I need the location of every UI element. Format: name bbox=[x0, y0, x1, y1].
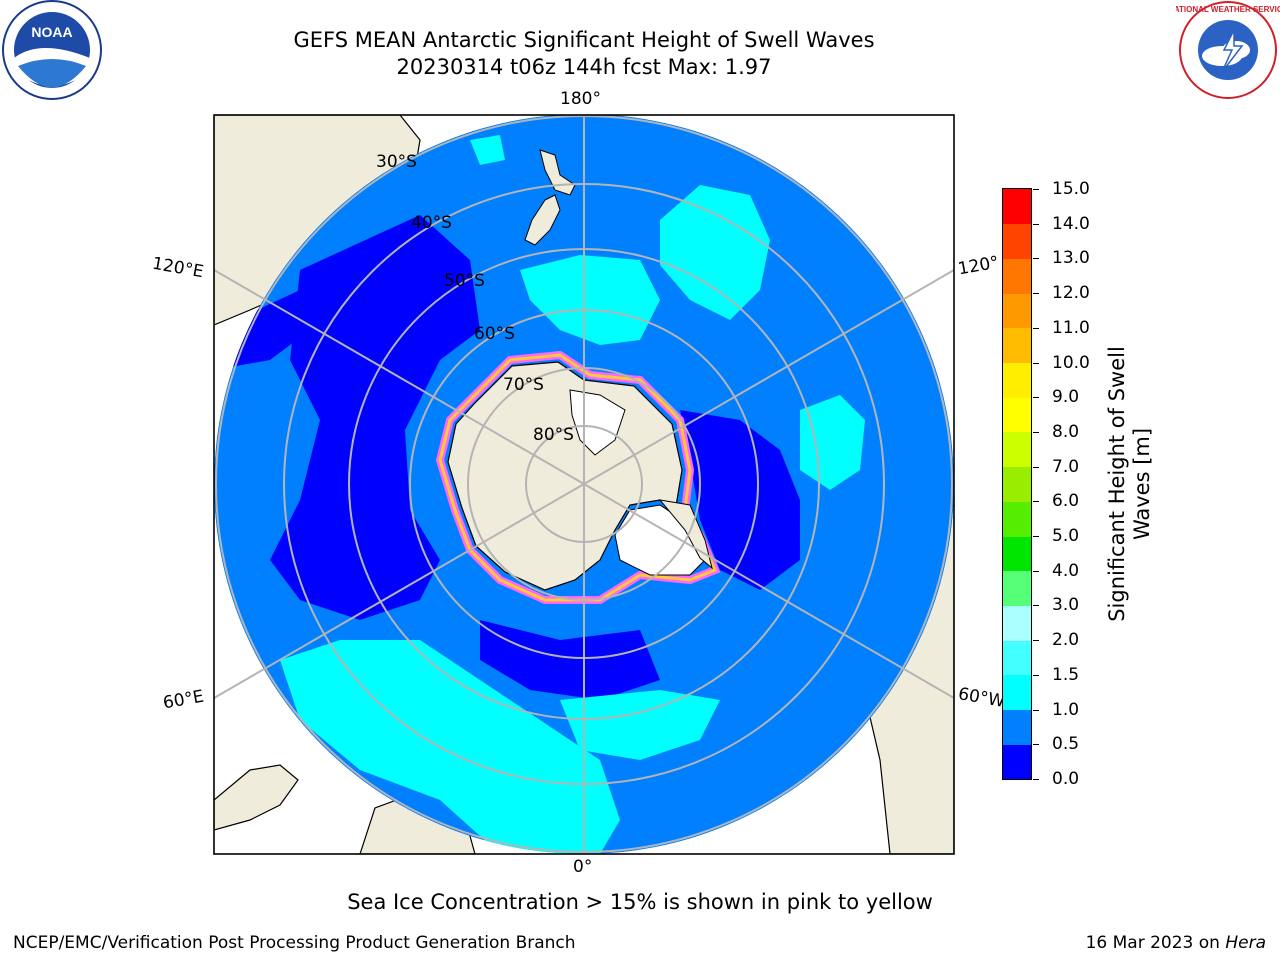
colorbar-segment bbox=[1003, 327, 1031, 364]
land-antarctica bbox=[447, 361, 683, 591]
colorbar-tick bbox=[1033, 744, 1039, 746]
colorbar bbox=[1002, 188, 1032, 780]
noaa-logo-icon: NOAA bbox=[2, 0, 102, 100]
date-prefix: 16 Mar 2023 on bbox=[1085, 933, 1226, 953]
low-swell-region-south bbox=[480, 620, 660, 700]
swell-region-pacific-north bbox=[660, 185, 770, 320]
colorbar-tick bbox=[1033, 605, 1039, 607]
colorbar-tick-label: 1.0 bbox=[1052, 699, 1080, 720]
colorbar-segment bbox=[1003, 640, 1031, 676]
colorbar-segment bbox=[1003, 501, 1031, 537]
swell-region-tasman bbox=[520, 255, 660, 345]
colorbar-tick-label: 2.0 bbox=[1052, 630, 1080, 651]
lon-label-top: 180° bbox=[560, 89, 601, 109]
graticule bbox=[214, 115, 954, 854]
colorbar-tick bbox=[1033, 327, 1039, 329]
colorbar-segment bbox=[1003, 293, 1031, 329]
date-host: Hera bbox=[1225, 933, 1266, 953]
colorbar-title-line1: Significant Height of Swell bbox=[1105, 346, 1129, 622]
colorbar-segment bbox=[1003, 431, 1031, 468]
colorbar-tick bbox=[1033, 674, 1039, 676]
colorbar-tick-label: 8.0 bbox=[1052, 421, 1080, 442]
colorbar-segment bbox=[1003, 674, 1031, 711]
map-title: GEFS MEAN Antarctic Significant Height o… bbox=[293, 28, 875, 52]
lon-label-bottom: 0° bbox=[573, 857, 593, 877]
colorbar-segment bbox=[1003, 536, 1031, 572]
colorbar-segment bbox=[1003, 744, 1031, 780]
colorbar-tick bbox=[1033, 293, 1039, 295]
colorbar-tick-label: 4.0 bbox=[1052, 560, 1080, 581]
swell-region-atlantic bbox=[280, 640, 620, 854]
lat-label-80s: 80°S bbox=[533, 425, 574, 445]
colorbar-tick bbox=[1033, 640, 1039, 642]
colorbar-title-line2: Waves [m] bbox=[1130, 427, 1154, 541]
lat-label-70s: 70°S bbox=[503, 375, 544, 395]
colorbar-tick bbox=[1033, 709, 1039, 711]
nws-logo-icon: NATIONAL WEATHER SERVICE bbox=[1176, 1, 1280, 99]
swell-region-north-tasman bbox=[470, 135, 505, 165]
colorbar-segment bbox=[1003, 223, 1031, 259]
colorbar-tick bbox=[1033, 466, 1039, 468]
colorbar-tick bbox=[1033, 189, 1039, 190]
date-text: 16 Mar 2023 on Hera bbox=[1086, 933, 1266, 953]
lat-label-40s: 40°S bbox=[411, 213, 452, 233]
colorbar-tick-label: 3.0 bbox=[1052, 595, 1080, 616]
noaa-logo-text: NOAA bbox=[31, 24, 72, 40]
nws-logo-text: NATIONAL WEATHER SERVICE bbox=[1176, 5, 1280, 14]
colorbar-tick-label: 14.0 bbox=[1052, 213, 1090, 234]
sea-ice-fringe-inner bbox=[438, 353, 717, 602]
colorbar-tick bbox=[1033, 223, 1039, 225]
colorbar-tick-label: 13.0 bbox=[1052, 248, 1090, 269]
colorbar-tick-label: 7.0 bbox=[1052, 456, 1080, 477]
colorbar-tick-label: 15.0 bbox=[1052, 179, 1090, 199]
colorbar-tick bbox=[1033, 258, 1039, 260]
colorbar-tick-label: 9.0 bbox=[1052, 387, 1080, 408]
colorbar-tick-label: 11.0 bbox=[1052, 317, 1090, 338]
colorbar-tick-label: 6.0 bbox=[1052, 491, 1080, 512]
colorbar-tick bbox=[1033, 570, 1039, 572]
lat-label-30s: 30°S bbox=[376, 152, 417, 172]
colorbar-tick-label: 0.5 bbox=[1052, 734, 1080, 755]
colorbar-segment bbox=[1003, 189, 1031, 225]
low-swell-region-pacific bbox=[680, 410, 800, 590]
map-frame bbox=[213, 114, 955, 855]
land-new-zealand-south bbox=[524, 194, 561, 246]
colorbar-tick bbox=[1033, 536, 1039, 538]
colorbar-tick-label: 12.0 bbox=[1052, 283, 1090, 304]
colorbar-segment bbox=[1003, 258, 1031, 294]
colorbar-tick-label: 0.0 bbox=[1052, 769, 1080, 789]
lat-label-60s: 60°S bbox=[474, 324, 515, 344]
colorbar-segment bbox=[1003, 397, 1031, 433]
colorbar-tick-label: 1.5 bbox=[1052, 664, 1080, 685]
meridian-60e-120w bbox=[214, 269, 954, 699]
colorbar-segment bbox=[1003, 466, 1031, 502]
colorbar-tick-label: 10.0 bbox=[1052, 352, 1090, 373]
lat-label-50s: 50°S bbox=[444, 271, 485, 291]
colorbar-tick bbox=[1033, 397, 1039, 399]
colorbar-segment bbox=[1003, 709, 1031, 745]
swell-region-pacific-east bbox=[800, 395, 865, 490]
low-swell-region-indian bbox=[270, 215, 480, 620]
colorbar-title: Significant Height of Swell Waves [m] bbox=[1105, 346, 1155, 622]
colorbar-tick bbox=[1033, 779, 1039, 780]
swell-region-south-atlantic bbox=[560, 690, 720, 760]
sea-ice-note: Sea Ice Concentration > 15% is shown in … bbox=[347, 890, 933, 914]
colorbar-tick-label: 5.0 bbox=[1052, 526, 1080, 547]
colorbar-segment bbox=[1003, 362, 1031, 398]
credit-text: NCEP/EMC/Verification Post Processing Pr… bbox=[13, 933, 576, 953]
colorbar-tick bbox=[1033, 431, 1039, 433]
land-madagascar bbox=[214, 764, 299, 831]
map-subtitle: 20230314 t06z 144h fcst Max: 1.97 bbox=[396, 55, 772, 79]
colorbar-segment bbox=[1003, 605, 1031, 641]
colorbar-tick bbox=[1033, 501, 1039, 503]
colorbar-tick bbox=[1033, 362, 1039, 364]
colorbar-segment bbox=[1003, 570, 1031, 606]
